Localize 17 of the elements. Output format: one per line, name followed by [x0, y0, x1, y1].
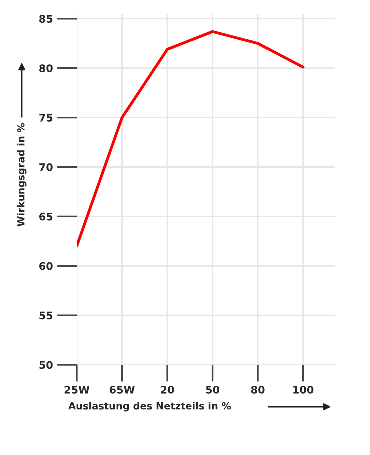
y-tick-label: 65 [40, 212, 53, 221]
y-axis-title: Wirkungsgrad in % [17, 123, 27, 227]
x-tick-label: 100 [294, 386, 314, 394]
x-tick-label: 65W [110, 386, 135, 394]
y-tick-label: 75 [40, 114, 53, 122]
x-tick-label: 50 [206, 386, 220, 394]
line-series [77, 30, 305, 248]
x-axis-title: Auslastung des Netzteils in % [68, 402, 232, 412]
y-tick-label: 85 [40, 15, 53, 24]
y-tick-label: 80 [40, 64, 53, 72]
y-tick-label: 55 [40, 312, 53, 320]
x-tick-label: 25W [64, 386, 90, 394]
y-tick-label: 70 [40, 163, 53, 172]
y-tick-label: 60 [40, 262, 53, 270]
x-tick-label: 20 [161, 386, 174, 394]
y-tick-label: 50 [40, 361, 53, 370]
x-tick-label: 80 [251, 386, 265, 394]
